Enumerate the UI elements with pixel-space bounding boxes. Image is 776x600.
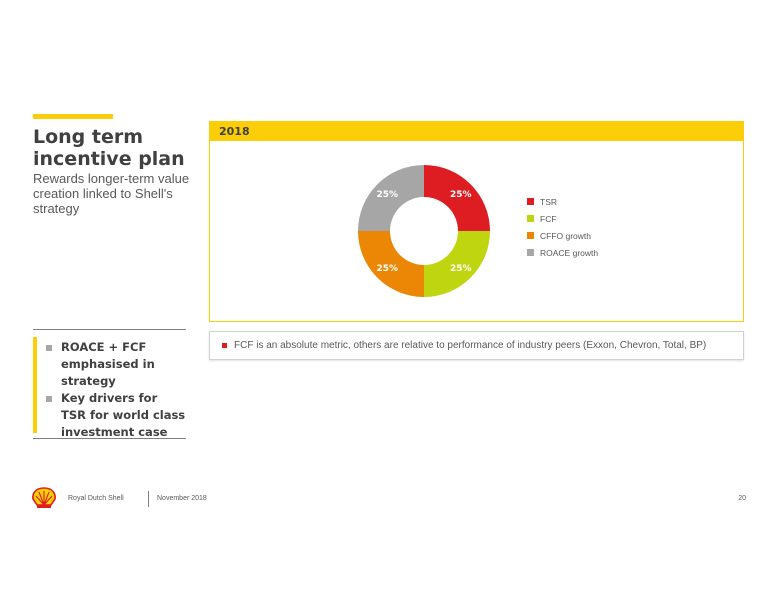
- slide-title: Long term incentive plan: [33, 126, 185, 170]
- key-points-box: ROACE + FCF emphasised in strategy Key d…: [33, 329, 186, 439]
- donut-data-label: 25%: [376, 264, 398, 274]
- footer-company: Royal Dutch Shell: [68, 495, 124, 502]
- chart-panel: 2018 25% 25% 25% 25% TSR FCF CFFO growth ROACE…: [209, 121, 744, 322]
- legend-swatch: [527, 232, 534, 239]
- legend-label: ROACE growth: [540, 247, 599, 258]
- donut-slice-fcf: [424, 231, 490, 297]
- shell-pecten-icon: [32, 487, 56, 508]
- square-bullet-icon: [46, 396, 52, 402]
- panel-heading: 2018: [210, 122, 743, 141]
- legend-swatch: [527, 198, 534, 205]
- legend-item: ROACE growth: [527, 244, 598, 261]
- key-point: ROACE + FCF emphasised in strategy: [46, 339, 186, 390]
- donut-data-label: 25%: [450, 190, 472, 200]
- donut-chart: 25% 25% 25% 25%: [358, 165, 490, 297]
- donut-data-label: 25%: [450, 264, 472, 274]
- donut-slice-tsr: [424, 165, 490, 231]
- title-accent-bar: [33, 114, 113, 119]
- footnote-text: FCF is an absolute metric, others are re…: [234, 340, 707, 351]
- slide-subtitle: Rewards longer-term value creation linke…: [33, 171, 190, 216]
- chart-legend: TSR FCF CFFO growth ROACE growth: [527, 193, 598, 261]
- legend-item: CFFO growth: [527, 227, 598, 244]
- key-points-accent-bar: [33, 337, 37, 433]
- legend-item: FCF: [527, 210, 598, 227]
- slide-footer: Royal Dutch Shell November 2018 20: [31, 487, 746, 511]
- legend-item: TSR: [527, 193, 598, 210]
- legend-swatch: [527, 215, 534, 222]
- footnote-bullet-icon: [222, 343, 227, 348]
- chart-footnote: FCF is an absolute metric, others are re…: [209, 331, 744, 360]
- legend-label: TSR: [540, 196, 557, 207]
- legend-label: FCF: [540, 213, 557, 224]
- key-point: Key drivers for TSR for world class inve…: [46, 390, 186, 441]
- donut-data-label: 25%: [376, 190, 398, 200]
- footer-date: November 2018: [157, 495, 207, 502]
- page-number: 20: [738, 495, 746, 502]
- square-bullet-icon: [46, 345, 52, 351]
- legend-swatch: [527, 249, 534, 256]
- donut-slice-cffo-growth: [358, 231, 424, 297]
- legend-label: CFFO growth: [540, 230, 592, 241]
- donut-slice-roace-growth: [358, 165, 424, 231]
- footer-divider: [148, 491, 149, 507]
